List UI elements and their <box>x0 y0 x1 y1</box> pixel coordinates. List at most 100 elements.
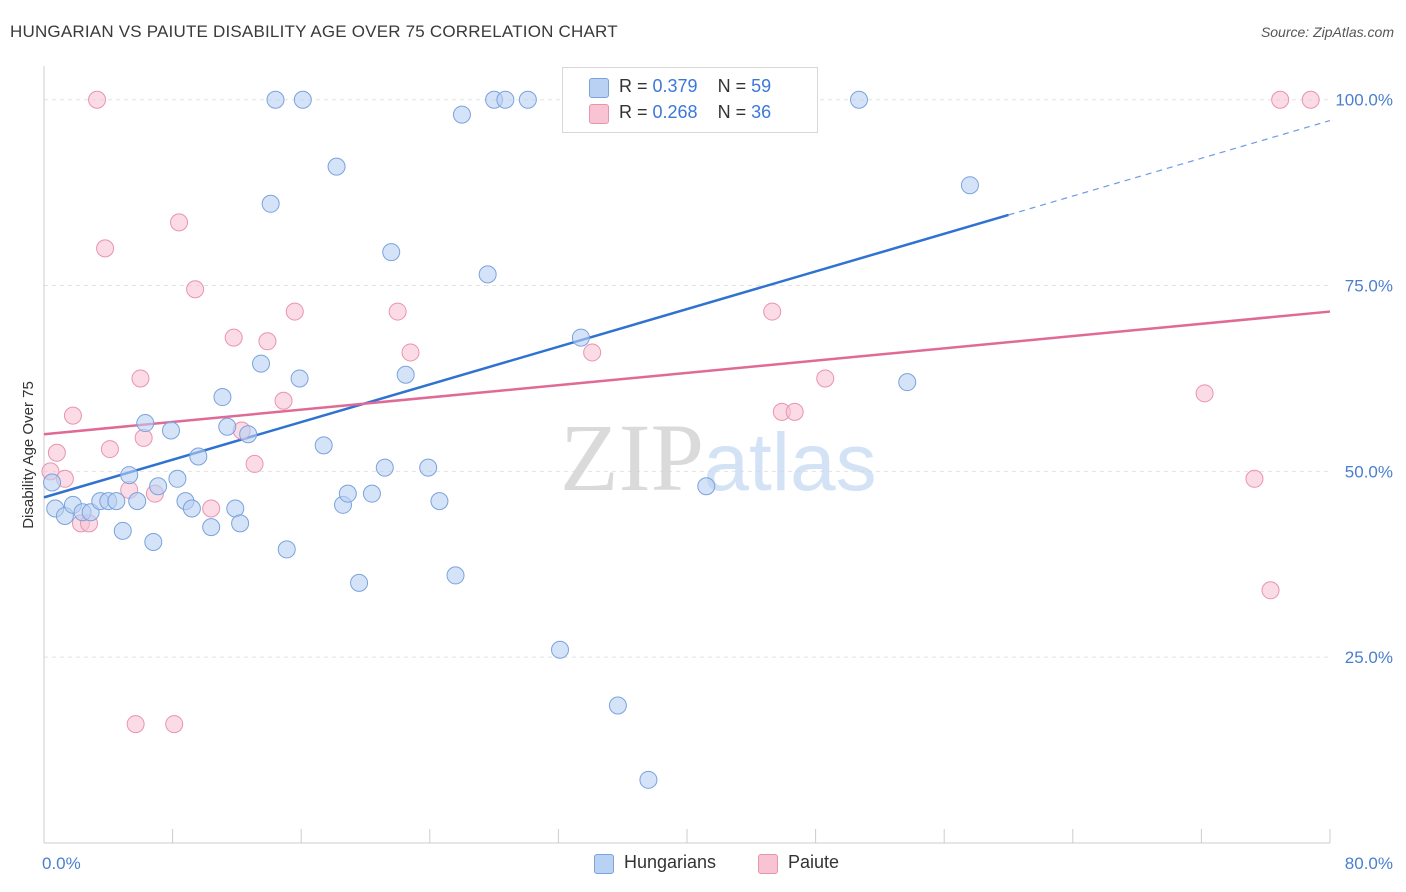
hungarians-point <box>382 243 401 262</box>
paiute-point <box>1271 90 1290 109</box>
legend-box: R = 0.379 N = 59 R = 0.268 N = 36 <box>562 67 818 133</box>
paiute-point <box>202 499 221 518</box>
hungarians-point <box>231 514 250 533</box>
hungarians-point <box>43 473 62 492</box>
x-tick-label: 80.0% <box>1345 854 1393 873</box>
hungarians-point <box>107 492 126 511</box>
hungarians-point <box>362 484 381 503</box>
n-value: 36 <box>751 102 772 122</box>
hungarians-point <box>850 90 869 109</box>
y-tick-label: 50.0% <box>1345 462 1393 481</box>
hungarians-point <box>218 417 237 436</box>
bottom-legend-swatch-hungarians <box>594 854 614 874</box>
hungarians-point <box>213 388 232 407</box>
paiute-point <box>126 715 145 734</box>
hungarians-point <box>898 373 917 392</box>
y-tick-label: 25.0% <box>1345 648 1393 667</box>
hungarians-point <box>266 90 285 109</box>
hungarians-point <box>960 176 979 195</box>
paiute-point <box>96 239 115 258</box>
hungarians-point <box>571 328 590 347</box>
chart-title: HUNGARIAN VS PAIUTE DISABILITY AGE OVER … <box>10 22 618 41</box>
hungarians-point <box>293 90 312 109</box>
paiute-point <box>763 302 782 321</box>
watermark: ZIP atlas <box>560 404 877 511</box>
hungarians-point <box>452 105 471 124</box>
hungarians-point <box>496 90 515 109</box>
paiute-point <box>285 302 304 321</box>
hungarians-point <box>446 566 465 585</box>
hungarians-point <box>149 477 168 496</box>
hungarians-point <box>136 414 155 433</box>
paiute-point <box>100 440 119 459</box>
hungarians-point <box>202 518 221 537</box>
hungarians-point <box>261 194 280 213</box>
paiute-point <box>1301 90 1320 109</box>
hungarians-point <box>375 458 394 477</box>
y-tick-label: 75.0% <box>1345 277 1393 296</box>
tick-labels: 25.0% 50.0% 75.0% 100.0% 0.0% 80.0% <box>42 91 1393 873</box>
hungarians-point <box>419 458 438 477</box>
hungarians-point <box>314 436 333 455</box>
paiute-point <box>88 90 107 109</box>
axes <box>43 66 1331 844</box>
paiute-point <box>785 402 804 421</box>
hungarians-point <box>327 157 346 176</box>
paiute-point <box>186 280 205 299</box>
bottom-legend-swatch-paiute <box>758 854 778 874</box>
hungarians-point <box>168 469 187 488</box>
hungarians-point <box>290 369 309 388</box>
r-value: 0.379 <box>652 76 698 96</box>
bottom-legend-label: Paiute <box>788 852 840 872</box>
hungarians-point <box>430 492 449 511</box>
data-points <box>41 90 1320 789</box>
chart-source: Source: ZipAtlas.com <box>1260 24 1394 40</box>
watermark-atlas: atlas <box>703 417 876 508</box>
hungarians-point <box>128 492 147 511</box>
paiute-point <box>1261 581 1280 600</box>
hungarians-point <box>120 466 139 485</box>
x-tick-label: 0.0% <box>42 854 81 873</box>
hungarians-point <box>189 447 208 466</box>
hungarians-point <box>182 499 201 518</box>
paiute-point <box>170 213 189 232</box>
hungarians-point <box>338 484 357 503</box>
hungarians-point <box>697 477 716 496</box>
grid-lines <box>44 99 1330 658</box>
legend-label: R = 0.379 N = 59 <box>619 76 772 96</box>
hungarians-point <box>113 521 132 540</box>
watermark-zip: ZIP <box>560 404 704 511</box>
hungarians-point <box>478 265 497 284</box>
hungarians-point <box>252 354 271 373</box>
paiute-trend-line <box>43 310 1331 436</box>
hungarians-point <box>161 421 180 440</box>
paiute-point <box>1245 469 1264 488</box>
hungarians-point <box>396 365 415 384</box>
hungarians-point <box>551 640 570 659</box>
paiute-point <box>1195 384 1214 403</box>
hungarians-point <box>608 696 627 715</box>
paiute-point <box>47 443 66 462</box>
y-tick-label: 100.0% <box>1335 91 1393 110</box>
paiute-point <box>816 369 835 388</box>
paiute-point <box>165 715 184 734</box>
paiute-point <box>131 369 150 388</box>
paiute-point <box>245 454 264 473</box>
y-axis-label: Disability Age Over 75 <box>20 381 37 529</box>
paiute-point <box>224 328 243 347</box>
paiute-point <box>63 406 82 425</box>
paiute-point <box>134 428 153 447</box>
legend-swatch-paiute <box>589 104 609 124</box>
bottom-legend-label: Hungarians <box>624 852 717 872</box>
hungarians-point <box>277 540 296 559</box>
paiute-point <box>583 343 602 362</box>
hungarians-point <box>639 770 658 789</box>
hungarians-point <box>350 573 369 592</box>
r-value: 0.268 <box>652 102 698 122</box>
hungarians-point <box>239 425 258 444</box>
paiute-point <box>274 391 293 410</box>
hungarians-point <box>144 532 163 551</box>
legend-label: R = 0.268 N = 36 <box>619 102 772 122</box>
paiute-point <box>401 343 420 362</box>
